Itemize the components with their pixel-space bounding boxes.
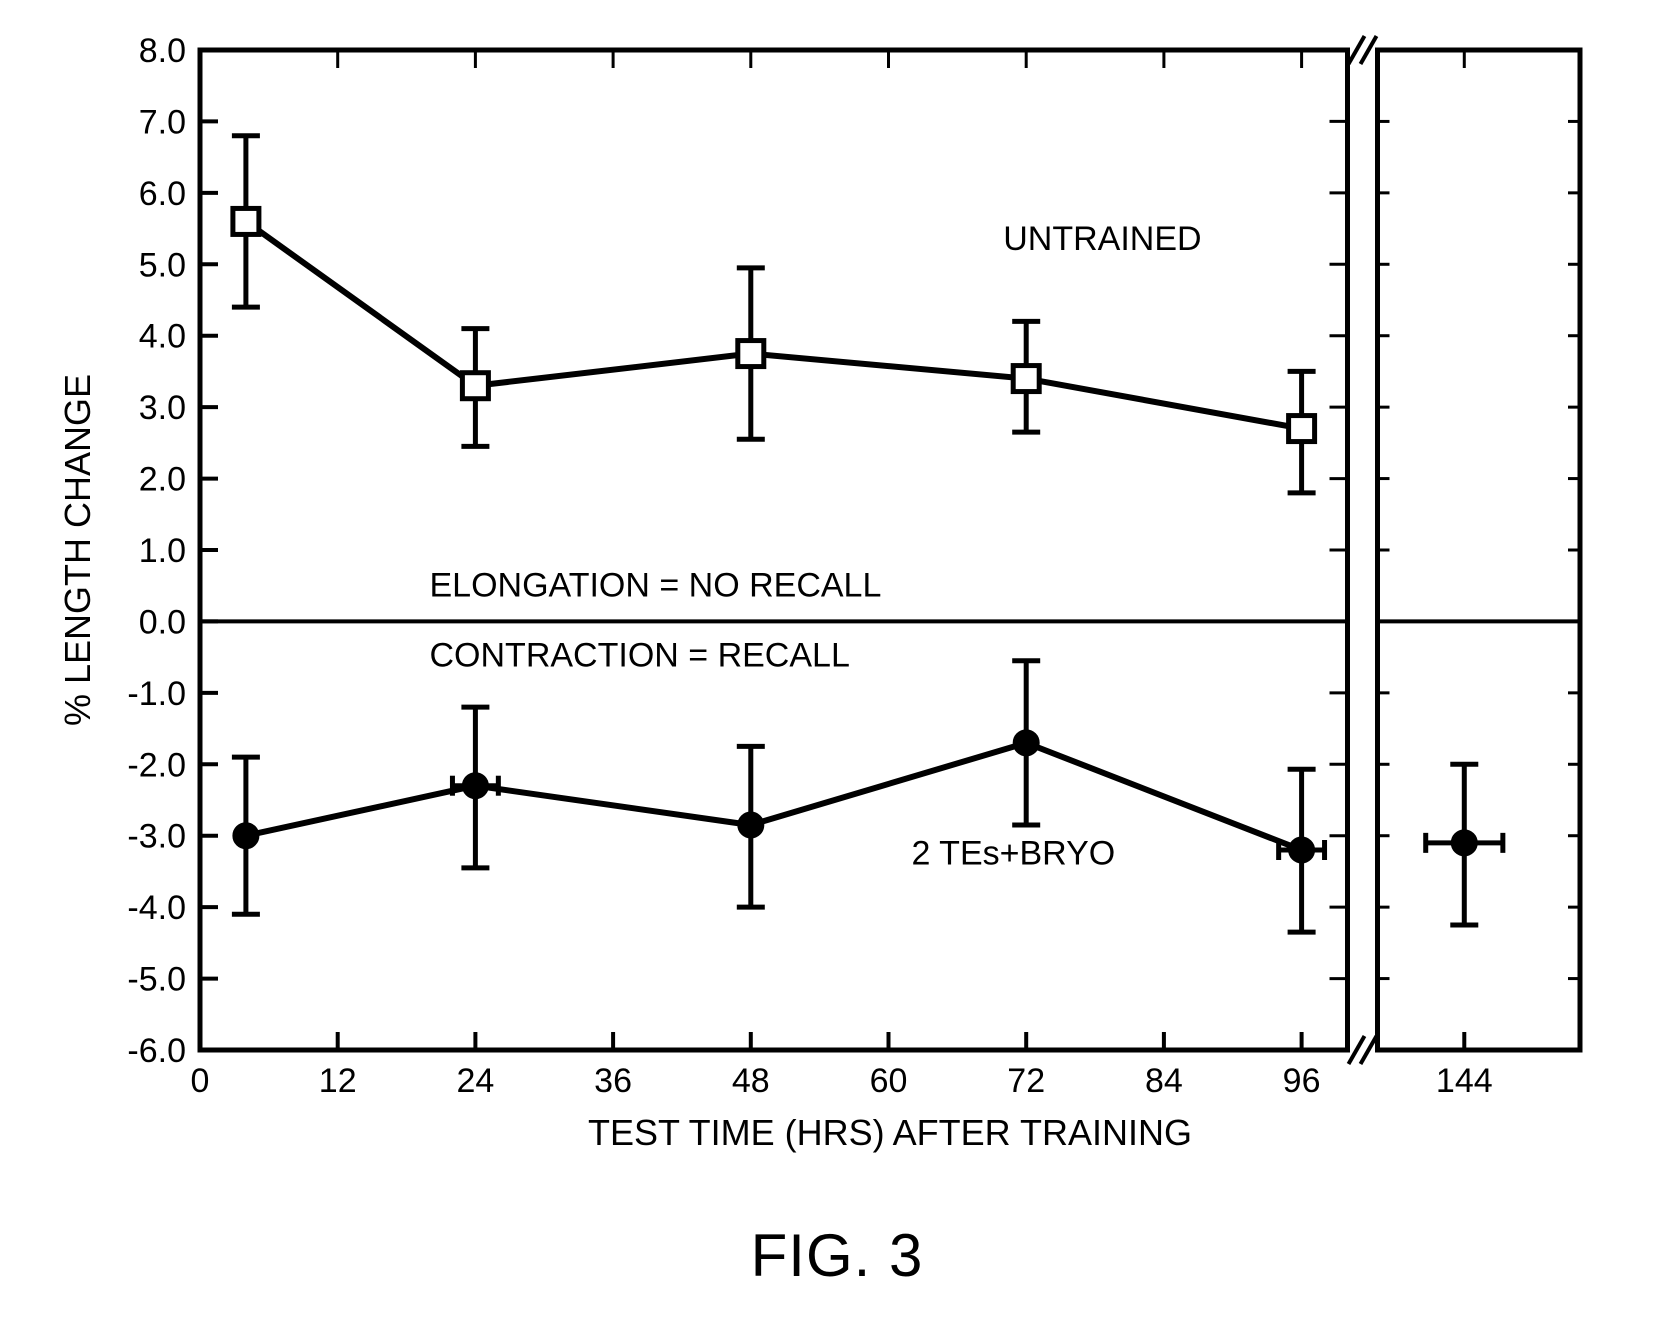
svg-text:84: 84 [1145, 1062, 1183, 1100]
svg-text:6.0: 6.0 [139, 175, 186, 213]
svg-text:12: 12 [319, 1062, 357, 1100]
svg-text:24: 24 [456, 1062, 494, 1100]
svg-text:% LENGTH CHANGE: % LENGTH CHANGE [57, 374, 98, 726]
svg-text:-6.0: -6.0 [127, 1032, 186, 1070]
svg-text:UNTRAINED: UNTRAINED [1003, 220, 1201, 258]
svg-text:8.0: 8.0 [139, 32, 186, 70]
svg-text:-3.0: -3.0 [127, 818, 186, 856]
svg-text:3.0: 3.0 [139, 389, 186, 427]
svg-text:2 TEs+BRYO: 2 TEs+BRYO [911, 834, 1115, 872]
svg-text:36: 36 [594, 1062, 632, 1100]
length-change-chart: -6.0 -5.0 -4.0 -3.0 -2.0 -1.0 0.0 1.0 2.0 3.0 4.0 5… [0, 0, 1674, 1200]
svg-text:4.0: 4.0 [139, 318, 186, 356]
svg-text:0.0: 0.0 [139, 603, 186, 641]
svg-text:-2.0: -2.0 [127, 746, 186, 784]
svg-text:5.0: 5.0 [139, 246, 186, 284]
svg-text:48: 48 [732, 1062, 770, 1100]
svg-text:60: 60 [870, 1062, 908, 1100]
svg-text:-5.0: -5.0 [127, 961, 186, 999]
svg-text:144: 144 [1436, 1062, 1493, 1100]
svg-text:-4.0: -4.0 [127, 889, 186, 927]
svg-text:72: 72 [1007, 1062, 1045, 1100]
figure-caption: FIG. 3 [0, 1221, 1674, 1290]
svg-text:96: 96 [1283, 1062, 1321, 1100]
svg-text:0: 0 [191, 1062, 210, 1100]
svg-text:CONTRACTION = RECALL: CONTRACTION = RECALL [430, 636, 850, 674]
svg-text:7.0: 7.0 [139, 103, 186, 141]
svg-text:-1.0: -1.0 [127, 675, 186, 713]
svg-text:1.0: 1.0 [139, 532, 186, 570]
svg-text:TEST TIME (HRS) AFTER TRAINING: TEST TIME (HRS) AFTER TRAINING [588, 1112, 1192, 1153]
svg-text:2.0: 2.0 [139, 461, 186, 499]
svg-text:ELONGATION = NO RECALL: ELONGATION = NO RECALL [430, 566, 882, 604]
